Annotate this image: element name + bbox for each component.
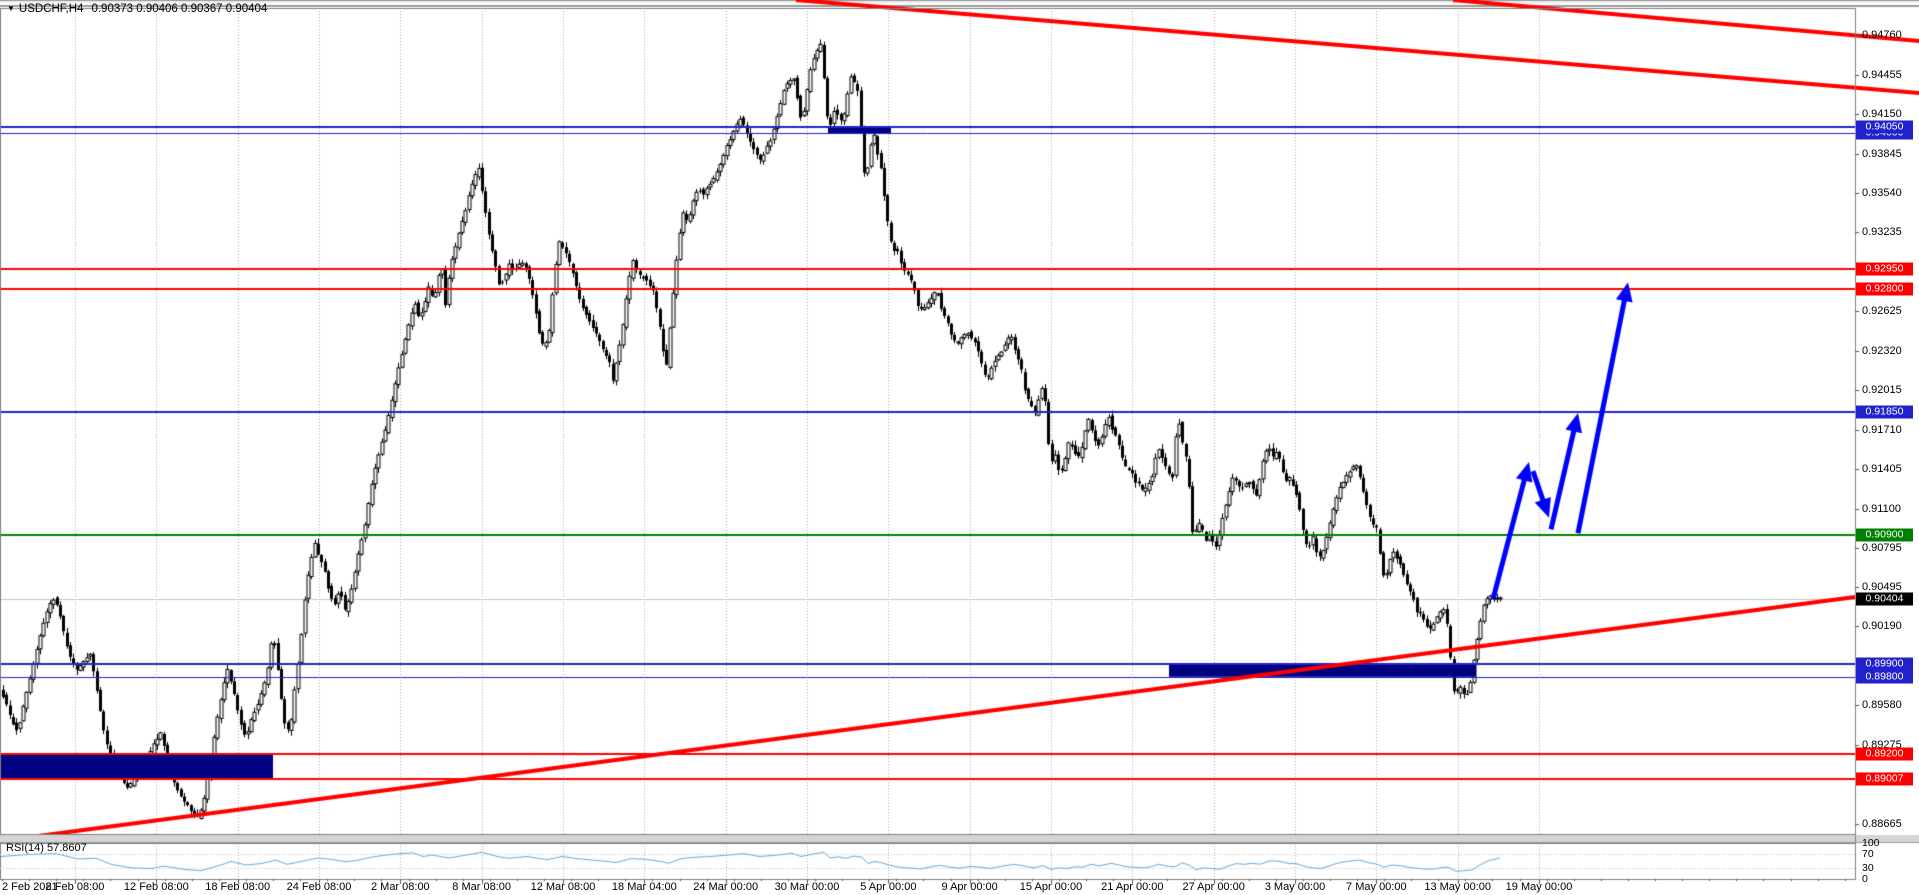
time-axis-label: 15 Apr 00:00 [1019, 881, 1083, 893]
price-axis-tick: 0.93235 [1862, 226, 1902, 239]
price-axis-tick: 0.90495 [1862, 580, 1902, 593]
price-axis-tick: 0.94150 [1862, 108, 1902, 121]
time-axis-label: 12 Mar 08:00 [530, 881, 596, 893]
price-axis-tick: 0.90795 [1862, 542, 1902, 555]
chart-dropdown-icon[interactable]: ▼ [7, 4, 15, 13]
time-axis-label: 3 May 00:00 [1264, 881, 1326, 893]
rsi-indicator-label: RSI(14) 57.8607 [6, 842, 87, 854]
time-axis-label: 8 Feb 08:00 [45, 881, 105, 893]
level-price-badge: 0.89800 [1856, 670, 1913, 684]
level-price-badge: 0.89200 [1856, 747, 1913, 761]
price-axis-tick: 0.91100 [1862, 502, 1901, 515]
rsi-axis-tick: 100 [1862, 837, 1880, 849]
time-axis-label: 18 Feb 08:00 [205, 881, 271, 893]
price-axis-tick: 0.88665 [1862, 817, 1902, 830]
level-price-badge: 0.90900 [1856, 528, 1913, 541]
time-axis-label: 30 Mar 00:00 [774, 881, 840, 893]
time-axis-label: 27 Apr 00:00 [1182, 881, 1245, 893]
price-axis-tick: 0.89275 [1862, 738, 1902, 751]
time-axis-label: 8 Mar 08:00 [452, 881, 512, 893]
price-axis-tick: 0.92320 [1862, 344, 1902, 357]
price-axis-tick: 0.90190 [1862, 620, 1902, 633]
level-price-badge: 0.91850 [1856, 405, 1913, 419]
time-axis-label: 9 Apr 00:00 [941, 881, 998, 893]
price-axis-tick: 0.91405 [1862, 463, 1902, 476]
price-axis-tick: 0.92625 [1862, 305, 1902, 318]
time-axis-label: 12 Feb 08:00 [123, 881, 189, 893]
rsi-axis-tick: 70 [1862, 847, 1874, 860]
time-axis-label: 18 Mar 04:00 [611, 881, 677, 893]
rsi-value: 57.8607 [46, 842, 87, 854]
price-axis-tick: 0.89580 [1862, 699, 1902, 712]
price-axis-tick: 0.92015 [1862, 384, 1902, 397]
symbol-period-label: USDCHF,H4 [18, 3, 84, 15]
time-axis-label: 24 Mar 00:00 [693, 881, 759, 893]
time-axis-label: 7 May 00:00 [1346, 881, 1407, 893]
time-axis-label: 5 Apr 00:00 [860, 881, 917, 893]
ohlc-values: 0.90373 0.90406 0.90367 0.90404 [91, 3, 268, 15]
level-price-badge: 0.94050 [1856, 120, 1913, 134]
price-axis-tick: 0.91710 [1862, 423, 1902, 436]
price-axis-tick: 0.93540 [1862, 186, 1902, 199]
chart-title: ▼ USDCHF,H4 0.90373 0.90406 0.90367 0.9040… [7, 3, 267, 15]
time-axis-label: 21 Apr 00:00 [1101, 881, 1164, 893]
time-axis-label: 19 May 00:00 [1505, 881, 1573, 893]
price-axis-tick: 0.94455 [1862, 68, 1902, 81]
rsi-name: RSI(14) [6, 842, 44, 854]
time-axis-label: 24 Feb 08:00 [286, 881, 352, 893]
rsi-axis-tick: 0 [1862, 872, 1868, 885]
level-price-badge: 0.89007 [1856, 772, 1913, 786]
current-price-badge: 0.90404 [1856, 592, 1913, 606]
rsi-axis-tick: 30 [1862, 861, 1874, 874]
time-axis-label: 2 Mar 08:00 [370, 881, 430, 893]
level-price-badge: 0.89900 [1856, 657, 1913, 671]
level-price-badge: 0.92800 [1856, 282, 1913, 296]
time-axis-label: 2 Feb 2021 [2, 881, 58, 893]
level-price-badge: 0.92950 [1856, 262, 1913, 276]
price-axis-tick: 0.93845 [1862, 147, 1902, 160]
price-axis-tick: 0.94760 [1862, 29, 1902, 42]
time-axis-label: 13 May 00:00 [1424, 881, 1491, 893]
